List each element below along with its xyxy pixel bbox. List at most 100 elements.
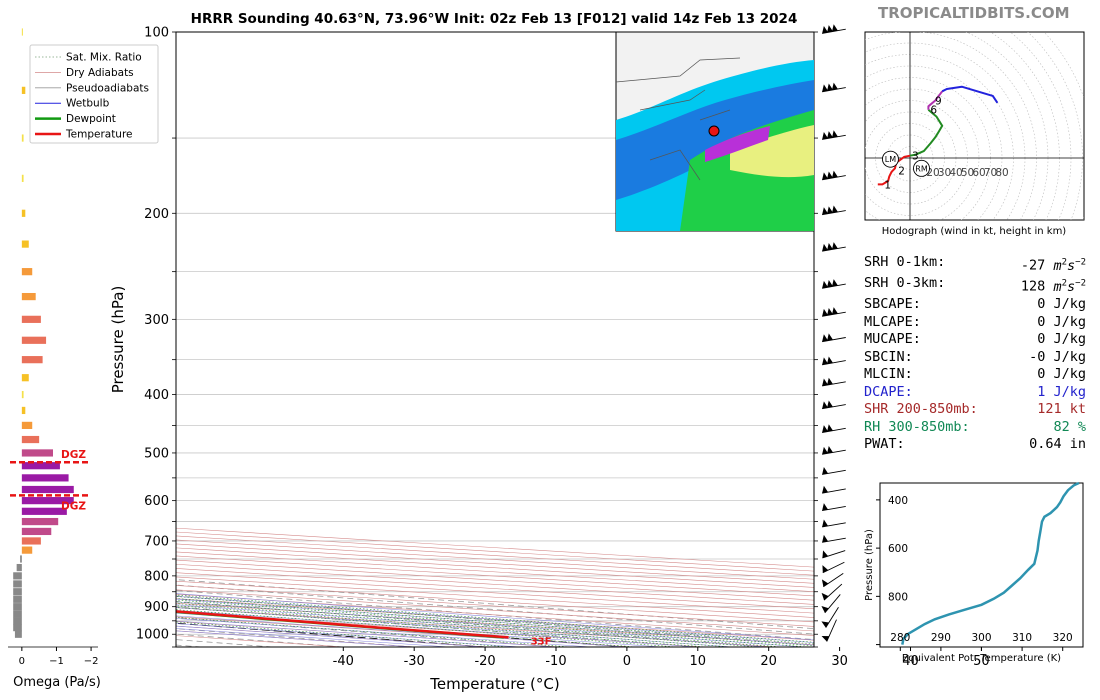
- barb-flag: [831, 24, 838, 32]
- wind-barb: [821, 594, 841, 614]
- stat-row: SBCAPE: 0 J/kg: [864, 296, 1086, 314]
- barb-flag: [831, 170, 838, 179]
- dry-adiabat: [176, 602, 814, 646]
- barb-flag: [831, 205, 838, 213]
- wind-barb: [822, 467, 846, 475]
- theta-e-y-tick-label: 800: [888, 591, 908, 603]
- stat-value: -27 m2s−2: [1020, 257, 1086, 274]
- stat-label: SBCIN:: [864, 348, 913, 365]
- location-marker: [708, 125, 720, 137]
- x-tick-label: -10: [545, 654, 566, 669]
- mixing-ratio-line: [176, 601, 783, 647]
- mixing-ratio-line: [176, 598, 814, 647]
- dgz-label: DGZ: [61, 449, 86, 461]
- barb-flag: [822, 519, 829, 527]
- stat-value: 82 %: [1053, 418, 1086, 435]
- stat-row: DCAPE: 1 J/kg: [864, 384, 1086, 402]
- barb-flag: [822, 534, 829, 543]
- stat-value: 128 m2s−2: [1020, 278, 1086, 295]
- stat-value: 0 J/kg: [1037, 296, 1086, 312]
- theta-e-plot: 280 290 300 310 320 400 600 800 Equivalent Pot. …: [864, 481, 1084, 664]
- y-tick-label: 400: [144, 388, 169, 403]
- omega-bar: [21, 174, 24, 182]
- omega-bar: [13, 610, 22, 618]
- omega-bar: [21, 546, 33, 554]
- precip-rain-heavy: [730, 125, 814, 178]
- dry-adiabat: [176, 576, 814, 618]
- omega-tick-label: −2: [84, 656, 99, 667]
- barb-flag: [827, 131, 833, 139]
- wind-barb: [822, 400, 846, 410]
- barb-flag: [827, 333, 833, 341]
- x-tick-label: 50: [973, 654, 990, 669]
- stat-value: 121 kt: [1037, 401, 1086, 417]
- omega-bar: [13, 603, 22, 611]
- wind-barb: [822, 561, 845, 574]
- omega-bar: [13, 572, 22, 580]
- theta-e-y-axis-label: Pressure (hPa): [864, 529, 875, 601]
- brand-watermark: TROPICALTIDBITS.COM: [878, 4, 1070, 22]
- hodograph-ring-label: 60: [972, 167, 985, 179]
- stat-row: PWAT: 0.64 in: [864, 436, 1086, 454]
- wind-barb: [822, 356, 846, 366]
- omega-bar: [14, 630, 22, 638]
- skewt-grid: 1246810131620243036: [176, 32, 814, 647]
- omega-bar: [21, 268, 33, 276]
- mixing-ratio-line: [176, 621, 510, 647]
- x-tick-label: -40: [333, 654, 354, 669]
- omega-bar: [21, 240, 29, 248]
- theta-e-x-tick-label: 290: [931, 632, 951, 644]
- barb-flag: [827, 171, 833, 179]
- theta-e-y-tick-label: 600: [888, 543, 908, 555]
- omega-bar: [21, 28, 23, 36]
- y-tick-label: 700: [144, 534, 169, 549]
- y-tick-label: 100: [144, 26, 169, 41]
- barb-flag: [821, 635, 830, 642]
- x-axis-label: Temperature (°C): [429, 675, 559, 693]
- stat-label: MUCAPE:: [864, 331, 921, 347]
- pseudoadiabat: [176, 596, 814, 643]
- barb-flag: [831, 307, 838, 315]
- wind-barb: [821, 607, 839, 628]
- wind-barb: [822, 485, 846, 494]
- barb-flag: [821, 592, 829, 601]
- hodograph-trace: [909, 108, 944, 157]
- x-tick-label: -20: [474, 654, 495, 669]
- omega-bar: [13, 580, 22, 588]
- legend: Sat. Mix. Ratio Dry Adiabats Pseudoadiabat…: [29, 44, 159, 144]
- omega-bar: [21, 527, 52, 536]
- barb-flag: [822, 132, 829, 140]
- barb-flag: [821, 579, 829, 587]
- omega-bar: [21, 315, 41, 323]
- barb-flag: [822, 467, 829, 475]
- dry-adiabat: [176, 568, 814, 610]
- y-tick-label: 1000: [136, 628, 169, 643]
- y-tick-label: 200: [144, 207, 169, 222]
- omega-plot: DGZ DGZ 0 −1 −2 Omega (Pa/s): [8, 28, 101, 690]
- mixing-ratio-line: [176, 603, 760, 647]
- theta-e-x-tick-label: 300: [971, 632, 991, 644]
- barb-flag: [822, 243, 829, 252]
- omega-bar: [21, 292, 36, 301]
- chart-title: HRRR Sounding 40.63°N, 73.96°W Init: 02z…: [191, 11, 798, 27]
- legend-label: Pseudoadiabats: [66, 82, 149, 94]
- x-tick-label: 20: [760, 654, 777, 669]
- stat-label: SRH 0-3km:: [864, 275, 946, 291]
- hodograph-frame: [864, 31, 1085, 221]
- omega-bar: [20, 555, 22, 563]
- stat-unit: m2s−2: [1053, 257, 1086, 274]
- stat-row: SRH 0-3km: 128 m2s−2: [864, 275, 1086, 296]
- storm-motion-marker: [882, 150, 899, 168]
- stat-row: MLCAPE: 0 J/kg: [864, 314, 1086, 332]
- y-axis-label: Pressure (hPa): [109, 286, 127, 394]
- wind-barb: [822, 534, 846, 543]
- stat-row: SRH 0-1km: -27 m2s−2: [864, 254, 1086, 275]
- omega-bar: [21, 474, 69, 482]
- hodograph-ring-label: 30: [938, 167, 951, 179]
- barb-flag: [822, 172, 829, 180]
- hodograph-ring-label: 50: [961, 167, 974, 179]
- barb-flag: [822, 280, 829, 289]
- dry-adiabat: [176, 593, 814, 636]
- dry-adiabat: [176, 598, 814, 641]
- wind-barb: [821, 583, 843, 601]
